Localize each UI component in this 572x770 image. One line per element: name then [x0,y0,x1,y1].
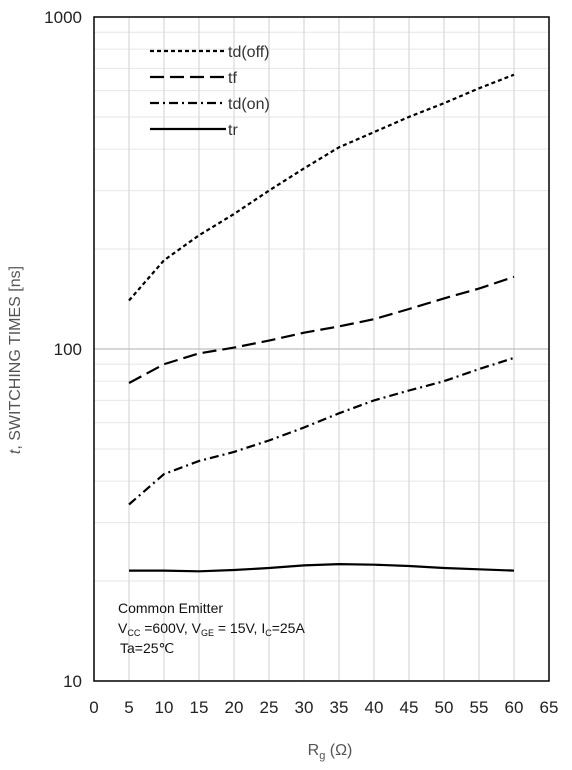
annotation-line-1: Common Emitter [118,600,223,616]
series-line-tf [128,275,515,384]
series-line-tdon [128,356,515,506]
x-axis-title-unit: (Ω) [325,742,352,759]
y-tick-label: 100 [54,340,82,359]
x-tick-label: 35 [330,698,349,717]
legend-label: tf [228,70,237,87]
x-tick-label: 30 [295,698,314,717]
x-tick-label: 50 [435,698,454,717]
x-axis-title-main: R [308,742,320,759]
y-tick-label: 10 [63,672,82,691]
annotation-text: = 15V, I [214,620,265,636]
x-tick-label: 25 [260,698,279,717]
legend: td(off) tf td(on) tr [150,44,270,139]
y-axis-title-italic: t [7,449,24,454]
x-tick-label: 10 [155,698,174,717]
x-tick-label: 20 [225,698,244,717]
x-axis-title-sub: g [319,750,325,762]
minor-grid [94,31,549,582]
annotation-line-2: VCC =600V, VGE = 15V, IC=25A [118,620,305,638]
y-axis-title: t, SWITCHING TIMES [ns] [7,266,24,454]
y-tick-labels: 10 100 1000 [44,8,82,691]
series-line-tr [129,562,515,573]
annotation-text: V [118,620,128,636]
series-line-tdoff [128,73,515,302]
annotation-text: =25A [272,620,306,636]
x-tick-label: 60 [505,698,524,717]
legend-label: td(off) [228,44,270,61]
x-tick-label: 5 [124,698,133,717]
x-tick-label: 65 [540,698,559,717]
annotation-subscript: GE [201,628,214,638]
x-axis-title: Rg (Ω) [308,742,353,762]
annotation-subscript: C [265,628,272,638]
series-lines [128,73,515,573]
x-tick-labels: 0 5 10 15 20 25 30 35 40 45 50 55 60 65 [89,698,558,717]
y-axis-title-rest: , SWITCHING TIMES [ns] [7,266,24,450]
legend-label: td(on) [228,96,270,113]
plot-frame [93,16,550,682]
major-grid [94,17,549,681]
annotation-line-3: Ta=25℃ [120,640,174,656]
x-tick-label: 0 [89,698,98,717]
x-tick-label: 15 [190,698,209,717]
annotation-subscript: CC [127,628,140,638]
x-tick-label: 40 [365,698,384,717]
y-tick-label: 1000 [44,8,82,27]
x-tick-label: 55 [470,698,489,717]
conditions-annotation: Common Emitter VCC =600V, VGE = 15V, IC=… [118,600,305,656]
annotation-text: =600V, V [140,620,201,636]
x-tick-label: 45 [400,698,419,717]
legend-label: tr [228,122,238,139]
